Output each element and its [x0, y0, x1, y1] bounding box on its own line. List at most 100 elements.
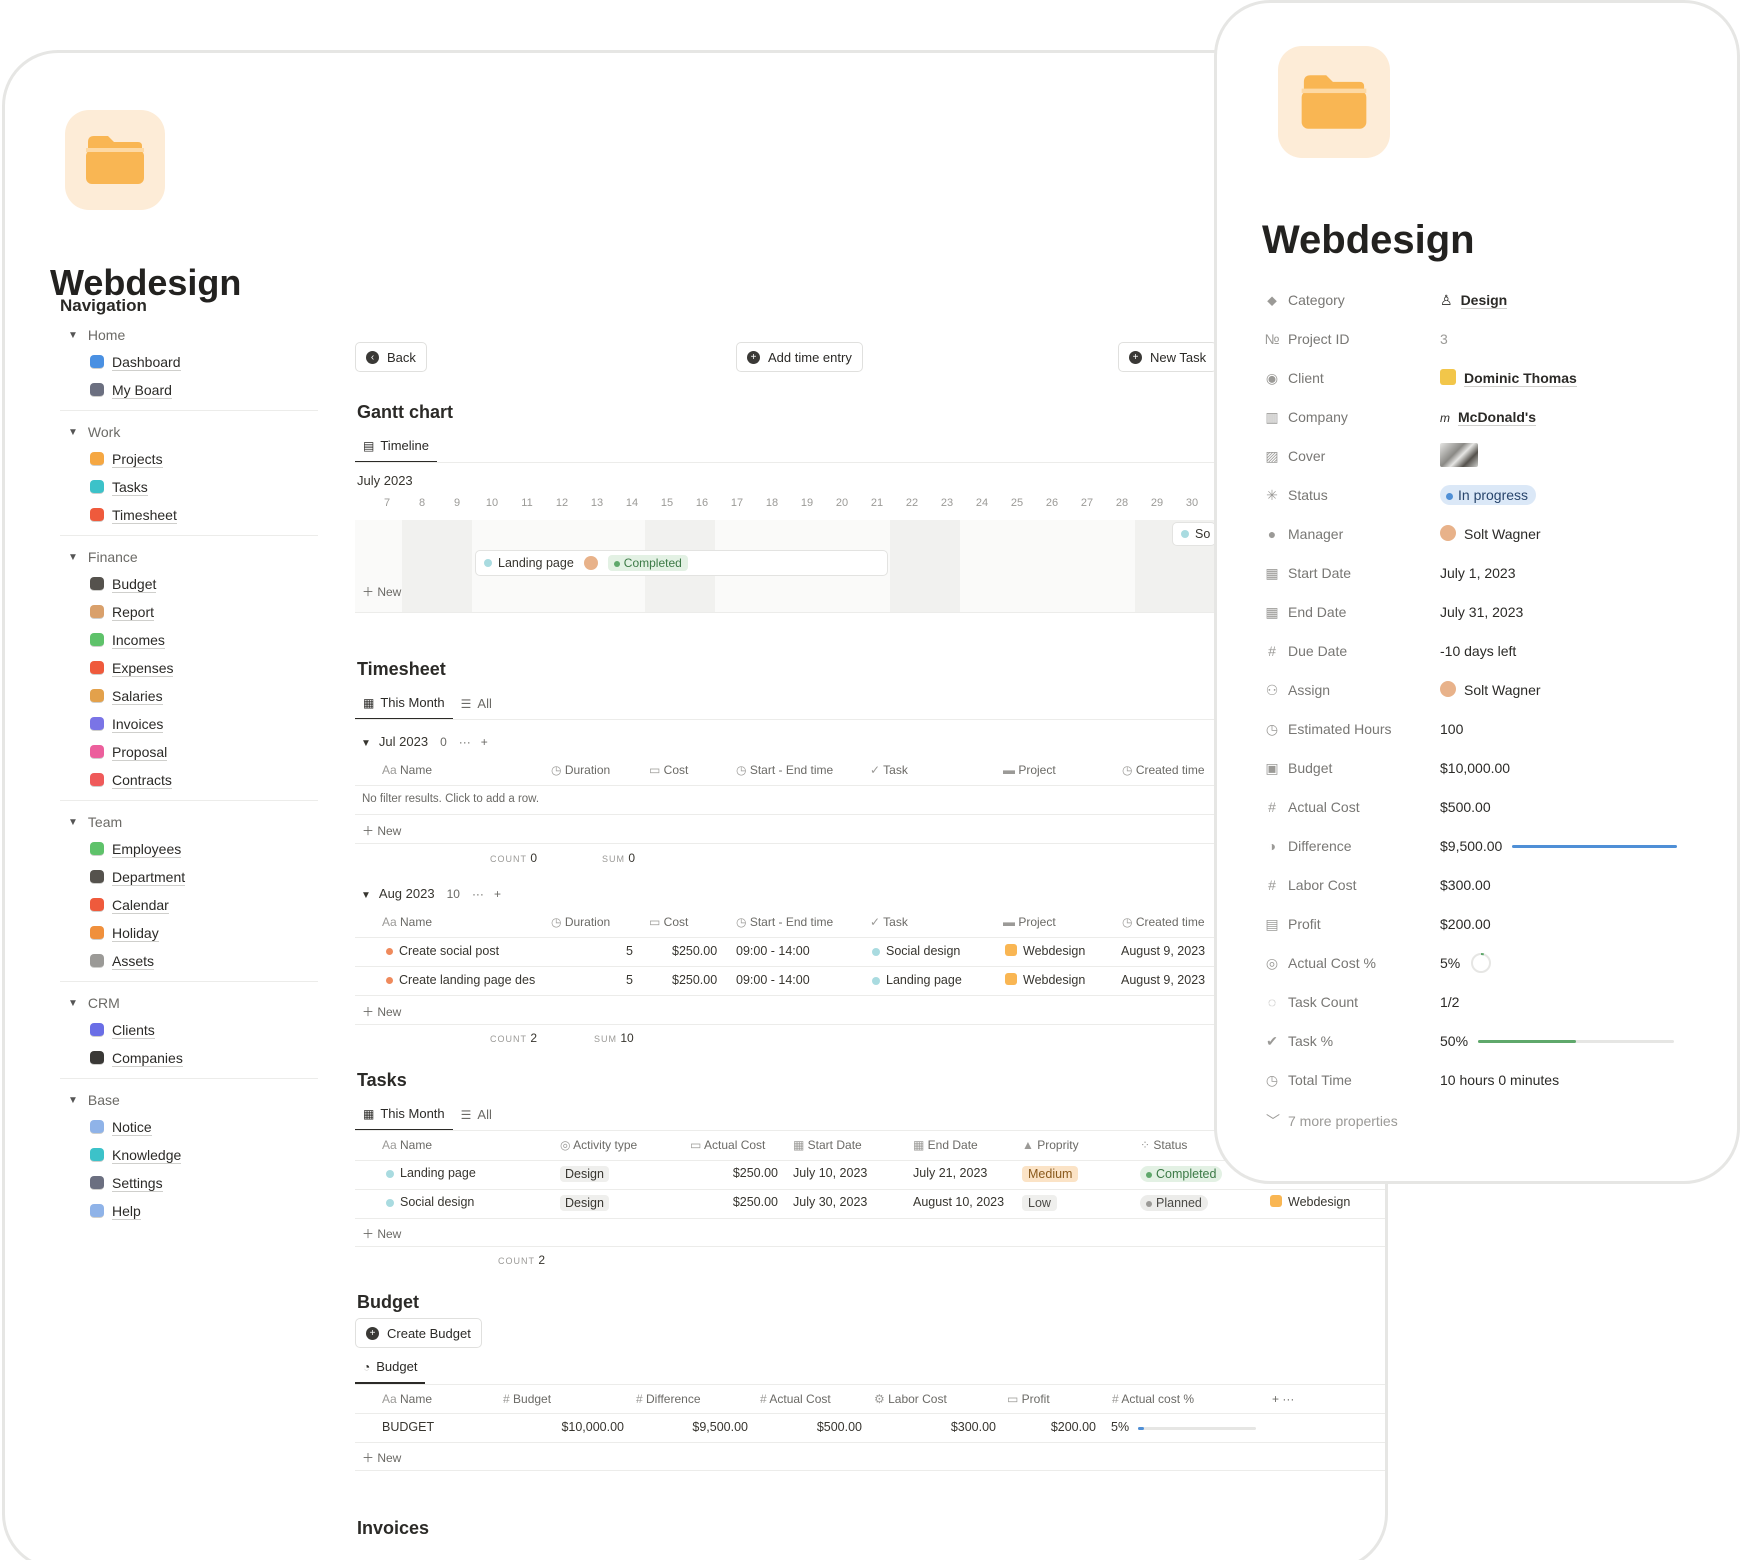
table-cell-project[interactable]: Webdesign [1270, 1195, 1350, 1209]
table-cell-cost[interactable]: $250.00 [672, 944, 717, 958]
table-cell-cost[interactable]: $250.00 [728, 1195, 778, 1209]
property-value[interactable]: 50% [1440, 1033, 1675, 1049]
table-cell-status[interactable]: Planned [1140, 1195, 1208, 1211]
property-value[interactable]: July 31, 2023 [1440, 604, 1523, 620]
column-header[interactable]: ✓ Task [870, 763, 908, 777]
tab-timeline[interactable]: ▤ Timeline [355, 438, 437, 463]
add-column-icon[interactable]: + ··· [1272, 1392, 1295, 1406]
gantt-bar[interactable]: Landing page Completed [475, 550, 888, 576]
sidebar-item-salaries[interactable]: Salaries [60, 682, 318, 710]
property-end-date[interactable]: ▦ End Date July 31, 2023 [1264, 601, 1684, 623]
property-value[interactable]: 100 [1440, 721, 1463, 737]
property-assign[interactable]: ⚇ Assign Solt Wagner [1264, 679, 1684, 701]
property-task-[interactable]: ✔ Task % 50% [1264, 1030, 1684, 1052]
property-value[interactable]: m McDonald's [1440, 409, 1537, 426]
table-cell-end[interactable]: August 10, 2023 [913, 1195, 1004, 1209]
sidebar-item-expenses[interactable]: Expenses [60, 654, 318, 682]
property-value[interactable] [1440, 442, 1478, 470]
table-cell-name[interactable]: Landing page [386, 1166, 476, 1180]
sidebar-item-assets[interactable]: Assets [60, 947, 318, 975]
more-icon[interactable]: ··· [458, 735, 471, 749]
column-header[interactable]: Aa Name [382, 915, 432, 929]
table-cell-time[interactable]: 09:00 - 14:00 [736, 973, 810, 987]
property-actual-cost[interactable]: # Actual Cost $500.00 [1264, 796, 1684, 818]
column-header[interactable]: ▭ Cost [649, 915, 688, 929]
table-cell-project[interactable]: Webdesign [1005, 944, 1085, 958]
table-cell-cost[interactable]: $250.00 [672, 973, 717, 987]
column-header[interactable]: Aa Name [382, 1138, 432, 1152]
sidebar-item-department[interactable]: Department [60, 863, 318, 891]
property-start-date[interactable]: ▦ Start Date July 1, 2023 [1264, 562, 1684, 584]
property-manager[interactable]: ● Manager Solt Wagner [1264, 523, 1684, 545]
property-cover[interactable]: ▨ Cover [1264, 442, 1684, 470]
table-cell-cost[interactable]: $250.00 [728, 1166, 778, 1180]
column-header[interactable]: Aa Name [382, 1392, 432, 1406]
column-header[interactable]: ◷ Start - End time [736, 915, 833, 929]
tab-this-month[interactable]: ▦ This Month [355, 695, 453, 720]
gantt-bar-cut[interactable]: So [1172, 522, 1216, 546]
group-aug[interactable]: ▼ Aug 2023 10 ··· + [361, 886, 501, 901]
column-header[interactable]: ◷ Duration [551, 763, 610, 777]
property-company[interactable]: ▥ Company m McDonald's [1264, 406, 1684, 428]
budget-cell-difference[interactable]: $9,500.00 [692, 1420, 748, 1434]
property-value[interactable]: $500.00 [1440, 799, 1491, 815]
budget-cell-labor[interactable]: $300.00 [950, 1420, 996, 1434]
sidebar-item-help[interactable]: Help [60, 1197, 318, 1225]
table-cell-activity[interactable]: Design [560, 1166, 609, 1182]
column-header[interactable]: ▬ Project [1003, 915, 1056, 929]
property-value[interactable]: In progress [1440, 485, 1537, 505]
table-cell-task[interactable]: Social design [872, 944, 960, 958]
more-properties-toggle[interactable]: ﹀ 7 more properties [1266, 1111, 1398, 1131]
table-cell-status[interactable]: Completed [1140, 1166, 1223, 1182]
column-header[interactable]: Aa Name [382, 763, 432, 777]
property-value[interactable]: $300.00 [1440, 877, 1491, 893]
table-cell-name[interactable]: Create social post [386, 944, 499, 958]
column-header[interactable]: ▭ Profit [1007, 1392, 1050, 1406]
property-estimated-hours[interactable]: ◷ Estimated Hours 100 [1264, 718, 1684, 740]
column-header[interactable]: # Actual cost % [1112, 1392, 1194, 1406]
property-labor-cost[interactable]: # Labor Cost $300.00 [1264, 874, 1684, 896]
property-difference[interactable]: ◑ Difference $9,500.00 [1264, 835, 1684, 857]
sidebar-item-holiday[interactable]: Holiday [60, 919, 318, 947]
tasks-new-button[interactable]: ＋ New [362, 1227, 402, 1241]
table-cell-name[interactable]: Create landing page des [386, 973, 535, 987]
column-header[interactable]: ◷ Created time [1122, 763, 1205, 777]
sidebar-item-companies[interactable]: Companies [60, 1044, 318, 1072]
property-total-time[interactable]: ◷ Total Time 10 hours 0 minutes [1264, 1069, 1684, 1091]
table-cell-priority[interactable]: Medium [1022, 1166, 1079, 1182]
property-task-count[interactable]: ◌ Task Count 1/2 [1264, 991, 1684, 1013]
budget-cell-actual[interactable]: $500.00 [816, 1420, 862, 1434]
property-value[interactable]: $10,000.00 [1440, 760, 1510, 776]
nav-group-header[interactable]: ▼ CRM [60, 990, 318, 1016]
sidebar-item-invoices[interactable]: Invoices [60, 710, 318, 738]
budget-cell-pct[interactable]: 5% [1111, 1420, 1130, 1434]
back-button[interactable]: ‹ Back [355, 342, 427, 372]
table-cell-created[interactable]: August 9, 2023 [1121, 944, 1205, 958]
column-header[interactable]: ▭ Actual Cost [690, 1138, 765, 1152]
timesheet-aug-new-button[interactable]: ＋ New [362, 1005, 402, 1019]
sidebar-item-proposal[interactable]: Proposal [60, 738, 318, 766]
nav-group-header[interactable]: ▼ Base [60, 1087, 318, 1113]
tab-all[interactable]: ☰ All [453, 695, 500, 720]
column-header[interactable]: ◷ Start - End time [736, 763, 833, 777]
table-cell-time[interactable]: 09:00 - 14:00 [736, 944, 810, 958]
property-value[interactable]: 1/2 [1440, 994, 1459, 1010]
new-task-button[interactable]: + New Task [1118, 342, 1218, 372]
table-cell-name[interactable]: Social design [386, 1195, 474, 1209]
sidebar-item-dashboard[interactable]: Dashboard [60, 348, 318, 376]
empty-message[interactable]: No filter results. Click to add a row. [362, 793, 540, 805]
more-icon[interactable]: ··· [471, 887, 484, 901]
sidebar-item-clients[interactable]: Clients [60, 1016, 318, 1044]
property-project-id[interactable]: № Project ID 3 [1264, 328, 1684, 350]
sidebar-item-budget[interactable]: Budget [60, 570, 318, 598]
property-actual-cost-[interactable]: ◎ Actual Cost % 5% [1264, 952, 1684, 974]
column-header[interactable]: # Budget [503, 1392, 551, 1406]
property-value[interactable]: 5% [1440, 952, 1492, 974]
property-value[interactable]: 10 hours 0 minutes [1440, 1072, 1559, 1088]
property-value[interactable]: $9,500.00 [1440, 838, 1678, 854]
sidebar-item-knowledge[interactable]: Knowledge [60, 1141, 318, 1169]
column-header[interactable]: ◷ Created time [1122, 915, 1205, 929]
property-status[interactable]: ✳ Status In progress [1264, 484, 1684, 506]
nav-group-header[interactable]: ▼ Home [60, 322, 318, 348]
timesheet-jul-new-button[interactable]: ＋ New [362, 824, 402, 838]
